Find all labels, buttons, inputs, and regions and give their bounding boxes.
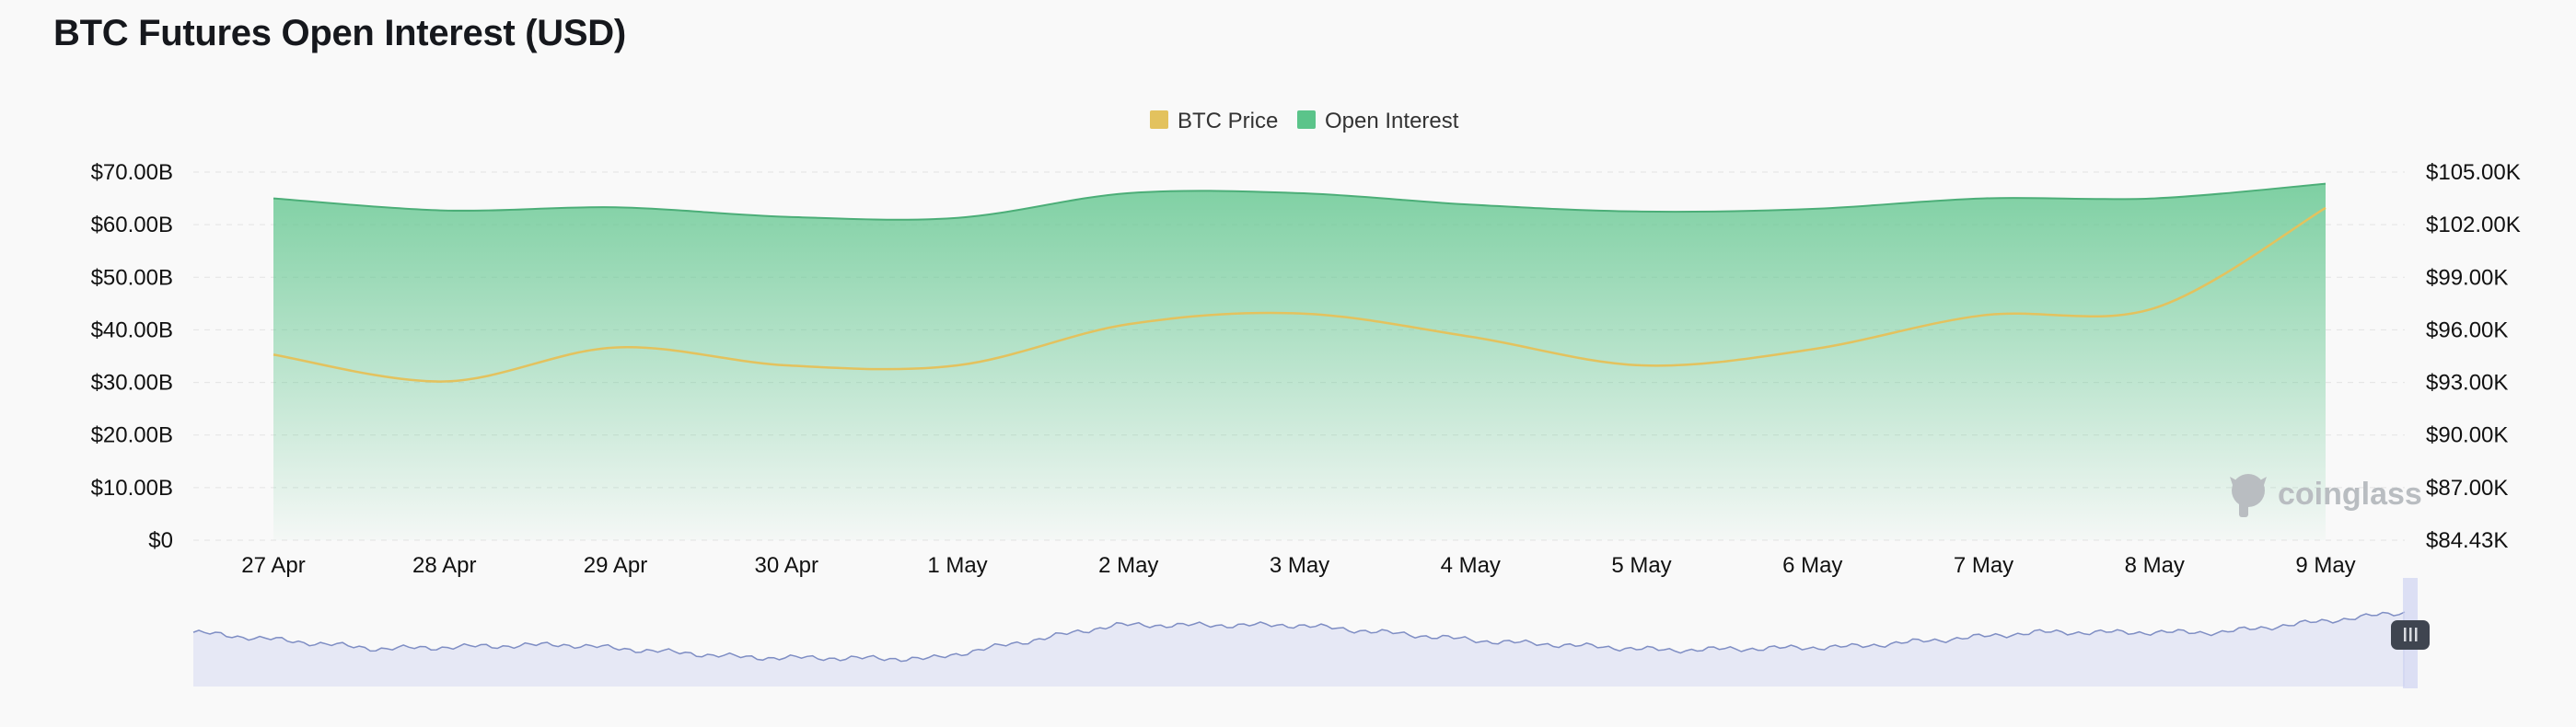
x-tick-label: 30 Apr (755, 553, 818, 578)
coinglass-logo-icon (2230, 474, 2267, 517)
navigator[interactable] (192, 578, 2430, 688)
x-tick-label: 3 May (1270, 553, 1329, 578)
navigator-series-line (192, 611, 2406, 663)
y-left-tick-label: $50.00B (91, 265, 173, 290)
legend-swatch-open-interest (1297, 110, 1316, 129)
btc-price-line (273, 206, 2327, 383)
handle-grip-icon (2404, 628, 2407, 641)
navigator-drag-handle[interactable] (2391, 620, 2430, 650)
legend[interactable]: BTC Price Open Interest (1150, 109, 1459, 133)
x-tick-label: 28 Apr (412, 553, 476, 578)
x-tick-label: 6 May (1782, 553, 1842, 578)
navigator-series-area (193, 612, 2405, 687)
open-interest-area (273, 183, 2326, 541)
x-tick-label: 4 May (1441, 553, 1501, 578)
x-tick-label: 29 Apr (584, 553, 647, 578)
y-right-tick-label: $84.43K (2426, 528, 2508, 553)
chart-title: BTC Futures Open Interest (USD) (53, 13, 626, 53)
x-tick-label: 5 May (1611, 553, 1671, 578)
y-axis-left: $0 $10.00B $20.00B $30.00B $40.00B $50.00B $60… (91, 160, 173, 553)
legend-label-open-interest: Open Interest (1325, 109, 1459, 133)
y-right-tick-label: $102.00K (2426, 213, 2521, 237)
legend-item-open-interest[interactable]: Open Interest (1297, 109, 1459, 133)
y-right-tick-label: $93.00K (2426, 371, 2508, 396)
legend-label-btc-price: BTC Price (1178, 109, 1278, 133)
watermark-text: coinglass (2278, 477, 2422, 512)
open-interest-line (273, 182, 2327, 221)
y-right-tick-label: $87.00K (2426, 476, 2508, 501)
y-left-tick-label: $10.00B (91, 476, 173, 501)
x-tick-label: 7 May (1954, 553, 2013, 578)
y-right-tick-label: $90.00K (2426, 423, 2508, 448)
x-tick-label: 1 May (927, 553, 987, 578)
coinglass-watermark: coinglass (2230, 474, 2422, 517)
legend-item-btc-price[interactable]: BTC Price (1150, 109, 1278, 133)
x-tick-label: 2 May (1098, 553, 1158, 578)
y-right-tick-label: $96.00K (2426, 317, 2508, 342)
x-tick-label: 8 May (2125, 553, 2185, 578)
y-axis-right: $84.43K $87.00K $90.00K $93.00K $96.00K $99.0… (2426, 160, 2521, 553)
y-right-tick-label: $105.00K (2426, 160, 2521, 185)
legend-swatch-btc-price (1150, 110, 1168, 129)
y-left-tick-label: $20.00B (91, 423, 173, 448)
y-left-tick-label: $40.00B (91, 317, 173, 342)
x-tick-label: 27 Apr (241, 553, 305, 578)
y-left-tick-label: $30.00B (91, 371, 173, 396)
x-tick-label: 9 May (2295, 553, 2355, 578)
y-left-tick-label: $0 (148, 528, 173, 553)
y-left-tick-label: $60.00B (91, 213, 173, 237)
x-axis: 27 Apr 28 Apr 29 Apr 30 Apr 1 May 2 May 3 May 4… (241, 553, 2355, 578)
y-left-tick-label: $70.00B (91, 160, 173, 185)
y-right-tick-label: $99.00K (2426, 265, 2508, 290)
